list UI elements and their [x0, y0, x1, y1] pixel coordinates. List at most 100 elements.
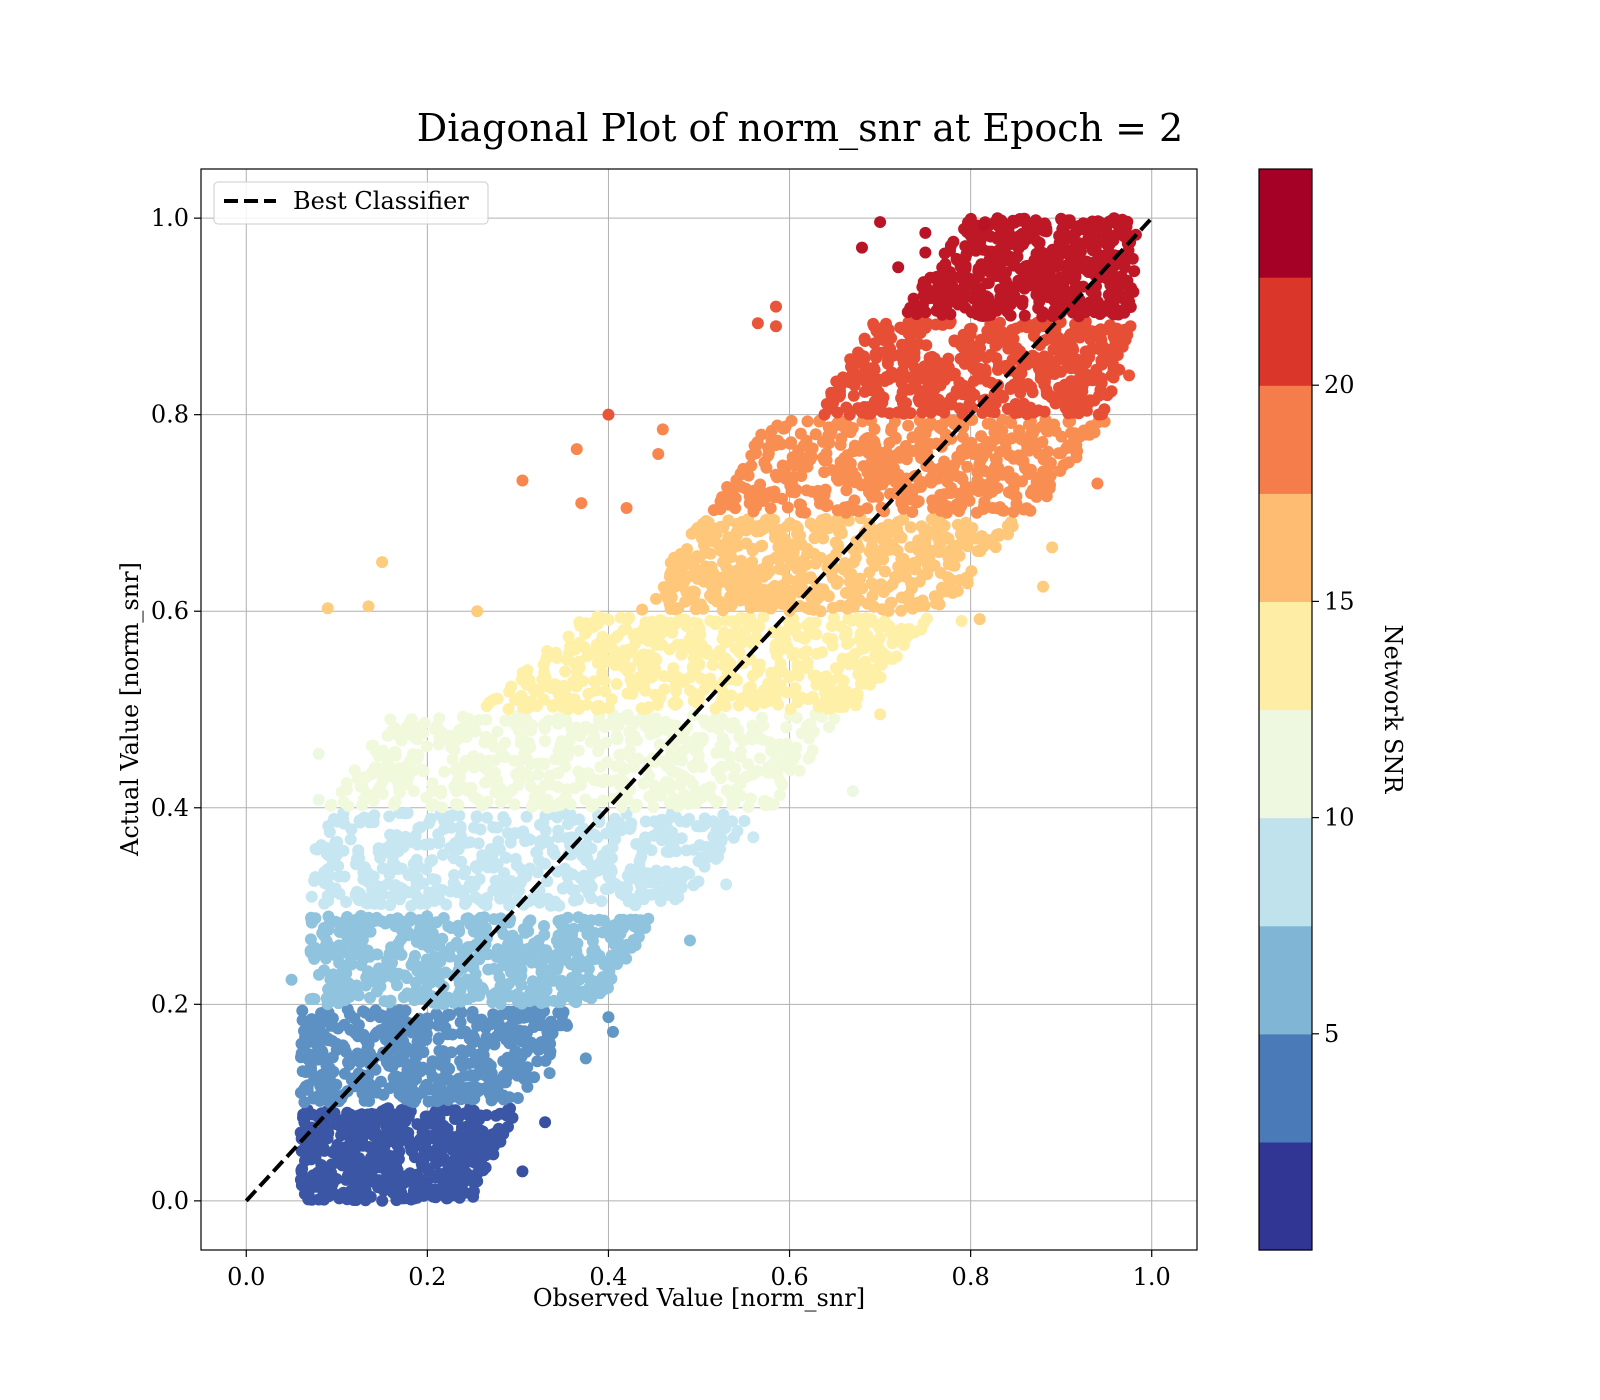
scatter-point — [522, 952, 534, 965]
scatter-point — [552, 824, 565, 837]
scatter-point — [728, 672, 741, 685]
scatter-point — [685, 592, 698, 605]
scatter-point — [964, 355, 976, 368]
scatter-point — [869, 524, 882, 537]
scatter-point — [331, 836, 344, 848]
scatter-point — [416, 1152, 428, 1165]
scatter-point — [353, 852, 366, 865]
scatter-point — [699, 717, 712, 730]
scatter-point — [600, 736, 613, 749]
scatter-point — [390, 1194, 403, 1207]
scatter-point — [916, 406, 929, 419]
scatter-point — [533, 1043, 546, 1056]
scatter-point — [372, 845, 385, 858]
scatter-point — [638, 835, 651, 847]
scatter-point — [298, 1096, 311, 1109]
scatter-point — [466, 1011, 479, 1024]
scatter-point — [785, 485, 798, 498]
scatter-point — [920, 612, 933, 625]
scatter-point — [304, 1062, 317, 1075]
scatter-point — [356, 929, 369, 942]
scatter-point — [535, 959, 548, 972]
scatter-point — [616, 945, 629, 958]
scatter-point — [474, 1139, 487, 1152]
scatter-point — [757, 583, 770, 596]
scatter-point — [939, 531, 952, 544]
scatter-point — [473, 928, 486, 941]
scatter-point — [632, 654, 645, 667]
scatter-point — [721, 551, 734, 564]
scatter-point — [666, 626, 679, 639]
scatter-point — [302, 1193, 315, 1206]
scatter-point — [319, 1055, 332, 1068]
scatter-point — [1111, 349, 1124, 361]
scatter-point — [1016, 475, 1028, 488]
scatter-point — [547, 899, 559, 912]
scatter-point — [673, 613, 686, 626]
scatter-point — [650, 720, 663, 733]
scatter-point — [577, 956, 589, 968]
scatter-point — [990, 318, 1003, 331]
scatter-point — [414, 992, 427, 1005]
scatter-point — [761, 555, 774, 568]
scatter-point — [1079, 403, 1092, 416]
scatter-point — [917, 543, 930, 556]
scatter-point — [358, 811, 371, 824]
scatter-point — [948, 540, 960, 552]
scatter-point — [561, 691, 574, 704]
scatter-point — [863, 384, 876, 396]
scatter-point — [315, 1107, 328, 1120]
scatter-point — [862, 446, 875, 459]
scatter-point — [639, 815, 652, 828]
scatter-point — [820, 512, 832, 525]
scatter-point — [724, 657, 737, 670]
scatter-point — [637, 623, 650, 636]
scatter-point — [420, 863, 433, 876]
scatter-point — [698, 860, 711, 873]
scatter-point — [382, 1052, 395, 1064]
scatter-point — [349, 888, 362, 901]
scatter-point — [844, 457, 857, 470]
scatter-point — [383, 810, 396, 823]
scatter-point — [480, 713, 493, 726]
scatter-point — [599, 685, 612, 698]
scatter-point — [700, 841, 713, 853]
scatter-point — [403, 914, 416, 927]
scatter-point — [358, 946, 371, 959]
scatter-point — [976, 451, 989, 464]
scatter-point — [831, 538, 844, 551]
scatter-point — [990, 454, 1003, 467]
scatter-point — [865, 613, 878, 626]
scatter-point — [487, 821, 500, 834]
scatter-point — [389, 749, 402, 762]
scatter-point — [552, 744, 565, 757]
scatter-point — [376, 888, 389, 901]
scatter-point — [1021, 378, 1034, 390]
scatter-point — [996, 432, 1009, 445]
scatter-point — [773, 789, 786, 801]
scatter-point — [765, 589, 778, 602]
scatter-point — [422, 817, 435, 830]
scatter-point — [846, 422, 859, 434]
scatter-point — [667, 662, 680, 675]
scatter-point — [335, 786, 348, 799]
scatter-point — [350, 1141, 362, 1154]
scatter-point — [546, 699, 559, 712]
scatter-point — [946, 414, 959, 427]
scatter-point — [446, 753, 459, 766]
scatter-point — [915, 623, 927, 636]
scatter-point — [708, 617, 721, 630]
scatter-point — [938, 406, 951, 419]
scatter-point — [922, 377, 935, 390]
scatter-point — [383, 1026, 395, 1039]
scatter-point — [333, 1192, 346, 1205]
scatter-point — [924, 525, 937, 538]
scatter-point — [491, 725, 504, 738]
scatter-point — [744, 680, 757, 693]
scatter-point — [314, 1192, 327, 1205]
scatter-point — [445, 821, 458, 834]
scatter-point — [671, 800, 684, 813]
scatter-point — [546, 846, 559, 858]
scatter-point — [1069, 427, 1081, 440]
scatter-point — [848, 439, 861, 452]
